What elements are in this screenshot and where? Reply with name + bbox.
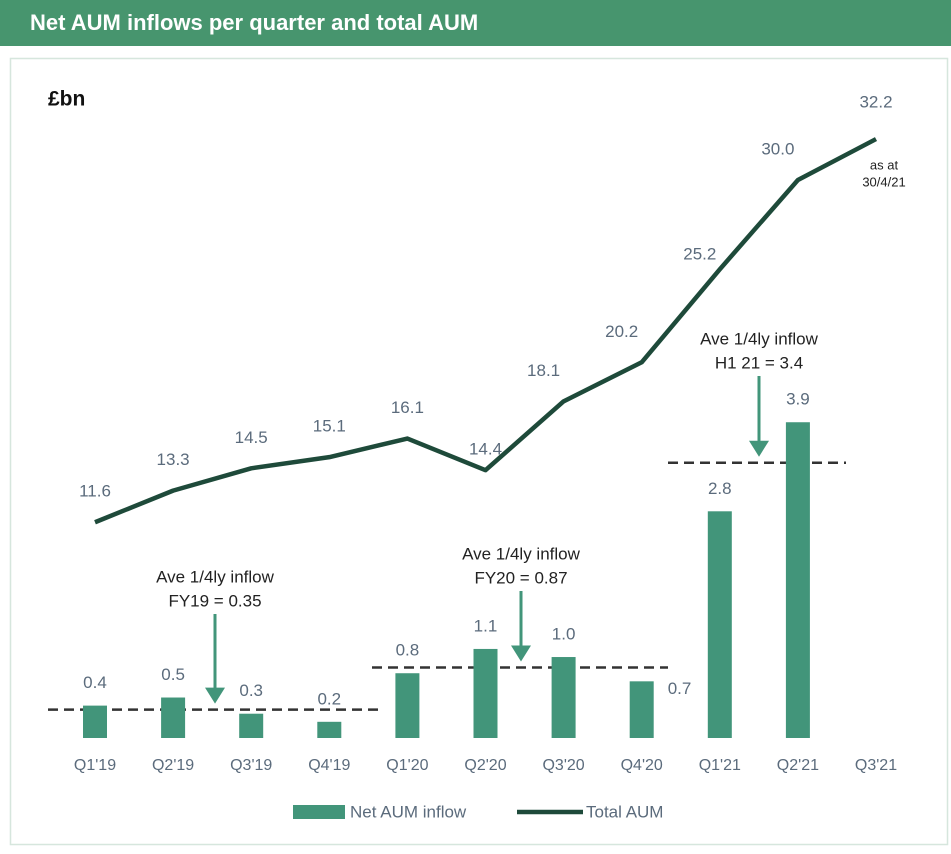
bar — [551, 657, 576, 738]
bar-value-label: 0.4 — [83, 673, 107, 692]
x-tick-label: Q3'21 — [855, 757, 897, 774]
bar-value-label: 0.3 — [239, 681, 263, 700]
line-value-label: 20.2 — [605, 322, 638, 341]
line-value-label: 16.1 — [391, 398, 424, 417]
legend-label: Total AUM — [586, 802, 663, 821]
legend-swatch — [293, 805, 345, 819]
x-tick-label: Q3'19 — [230, 757, 272, 774]
x-tick-label: Q1'21 — [699, 757, 741, 774]
bar-value-label: 0.8 — [396, 641, 420, 660]
bar-value-label: 0.7 — [668, 679, 692, 698]
bar — [161, 697, 186, 738]
line-value-label: 14.4 — [469, 440, 502, 459]
bar — [317, 721, 342, 738]
bar-value-label: 2.8 — [708, 479, 732, 498]
point-note: as at — [870, 157, 899, 172]
annotation-arrowhead — [511, 645, 531, 662]
header-title: Net AUM inflows per quarter and total AU… — [30, 10, 478, 35]
line-value-label: 14.5 — [235, 428, 268, 447]
bar — [83, 705, 107, 738]
bar — [239, 713, 264, 738]
bar-value-label: 1.1 — [474, 616, 498, 635]
annotation-arrowhead — [205, 687, 225, 704]
line-value-label: 30.0 — [761, 139, 794, 158]
x-tick-label: Q2'20 — [464, 757, 506, 774]
annotation-text: Ave 1/4ly inflow — [462, 544, 581, 563]
annotation-text: FY19 = 0.35 — [168, 591, 261, 610]
bar-value-label: 0.5 — [161, 665, 185, 684]
bar-value-label: 3.9 — [786, 390, 810, 409]
line-value-label: 15.1 — [313, 417, 346, 436]
annotation-text: Ave 1/4ly inflow — [156, 567, 275, 586]
x-tick-label: Q2'19 — [152, 757, 194, 774]
bar — [707, 511, 732, 738]
line-value-label: 32.2 — [859, 93, 892, 112]
header-bar — [0, 0, 951, 46]
point-note: 30/4/21 — [862, 174, 905, 189]
bar-value-label: 0.2 — [317, 689, 341, 708]
bar — [629, 681, 654, 738]
bar — [473, 648, 498, 738]
bar — [785, 422, 810, 738]
line-value-label: 13.3 — [157, 450, 190, 469]
bar — [395, 673, 420, 738]
annotation-arrowhead — [749, 440, 769, 457]
line-value-label: 11.6 — [79, 482, 111, 501]
x-tick-label: Q2'21 — [777, 757, 819, 774]
legend-label: Net AUM inflow — [350, 802, 467, 821]
line — [94, 137, 878, 525]
line-value-label: 18.1 — [527, 361, 560, 380]
annotation-text: Ave 1/4ly inflow — [700, 329, 819, 348]
x-tick-label: Q4'20 — [621, 757, 663, 774]
annotation-text: H1 21 = 3.4 — [715, 353, 803, 372]
annotation-text: FY20 = 0.87 — [474, 568, 567, 587]
bar-value-label: 1.0 — [552, 625, 576, 644]
x-tick-label: Q3'20 — [542, 757, 584, 774]
x-tick-label: Q4'19 — [308, 757, 350, 774]
line-value-label: 25.2 — [683, 245, 716, 264]
x-tick-label: Q1'20 — [386, 757, 428, 774]
unit-label: £bn — [48, 88, 85, 111]
x-tick-label: Q1'19 — [74, 757, 116, 774]
